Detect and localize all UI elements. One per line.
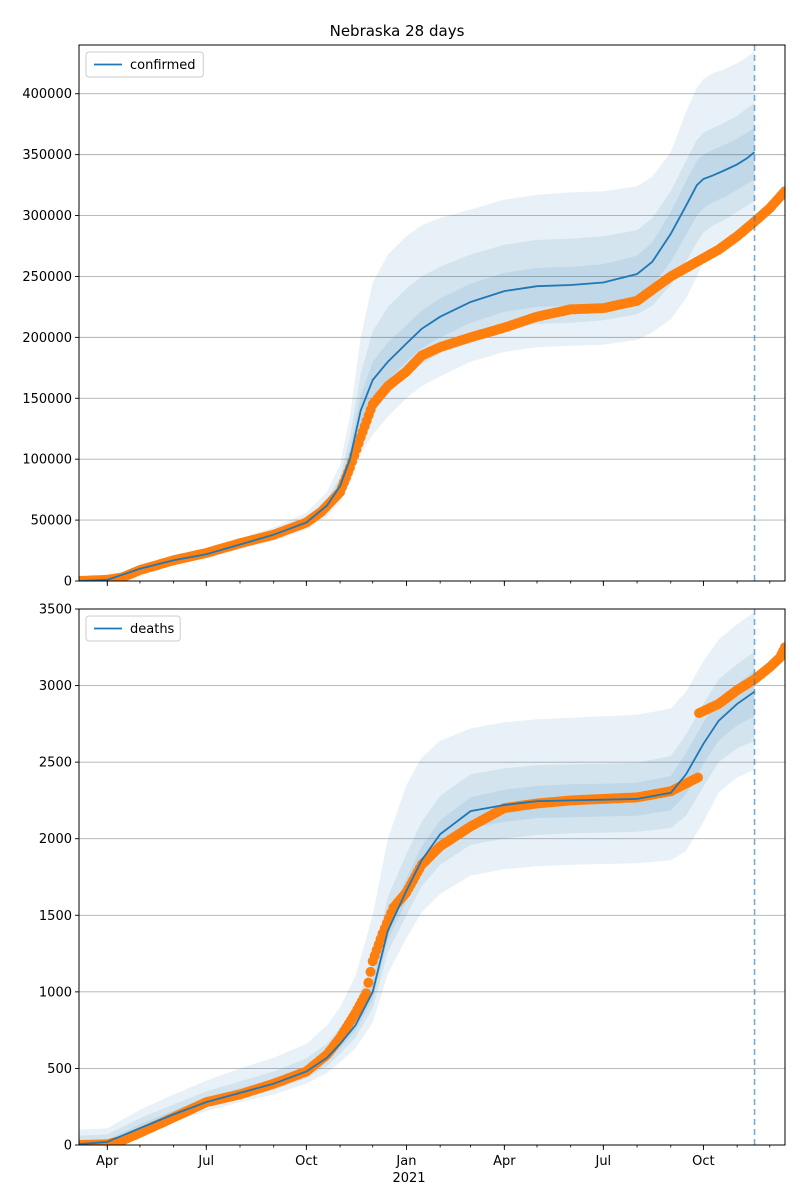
observed-point (693, 772, 703, 783)
y-tick-label: 400000 (22, 87, 72, 102)
x-tick-label: Jan (395, 1154, 416, 1169)
deaths-panel: 0 500 1000 1500 2000 2500 3000 3500 Apr Jul Oct Jan… (39, 603, 786, 1169)
x-tick-label: Jul (197, 1154, 214, 1169)
band-inner (79, 670, 755, 1145)
observed-point (363, 977, 374, 988)
legend-box (85, 615, 181, 642)
y-tick-label: 2000 (39, 832, 72, 847)
y-tick-label: 3500 (39, 603, 72, 618)
y-tick-label: 1500 (39, 909, 72, 924)
y-tick-label: 250000 (22, 270, 72, 285)
band-outer (79, 51, 755, 581)
y-tick-label: 50000 (31, 514, 72, 529)
legend-box (85, 51, 204, 78)
band-middle (79, 103, 755, 581)
y-tick-label: 100000 (22, 453, 72, 468)
legend: confirmed (85, 51, 204, 78)
chart-title: Nebraska 28 days (330, 22, 465, 40)
model-line-deaths (79, 690, 756, 1145)
y-tick-label: 2500 (39, 756, 72, 771)
y-tick-label: 1000 (39, 985, 72, 1000)
plot-area (79, 612, 785, 1145)
plot-area (79, 51, 785, 581)
legend-label: deaths (130, 622, 175, 637)
x-tick-label: Oct (295, 1154, 317, 1169)
x-tick-label: Apr (493, 1154, 516, 1169)
y-tick-label: 150000 (22, 392, 72, 407)
y-tick-label: 350000 (22, 148, 72, 163)
y-tick-label: 500 (47, 1062, 72, 1077)
observed-point (365, 966, 376, 977)
confirmed-panel: 0 50000 100000 150000 200000 250000 300000 3500… (22, 44, 786, 590)
x-tick-label: Jul (594, 1154, 611, 1169)
legend: deaths (85, 615, 181, 642)
y-tick-label: 0 (64, 1139, 72, 1154)
y-tick-label: 3000 (39, 679, 72, 694)
axes-frame (78, 44, 786, 582)
x-tick-label: Apr (96, 1154, 119, 1169)
legend-label: confirmed (130, 58, 196, 73)
band-middle (79, 651, 755, 1145)
observed-point (780, 642, 785, 653)
y-tick-label: 0 (64, 575, 72, 590)
y-tick-label: 300000 (22, 209, 72, 224)
observed-point (361, 988, 372, 999)
y-tick-label: 200000 (22, 331, 72, 346)
model-line-confirmed (79, 151, 756, 581)
axes-frame (78, 608, 786, 1146)
x-year-label: 2021 (392, 1171, 425, 1186)
observed-point (780, 186, 785, 197)
x-tick-label: Oct (692, 1154, 714, 1169)
